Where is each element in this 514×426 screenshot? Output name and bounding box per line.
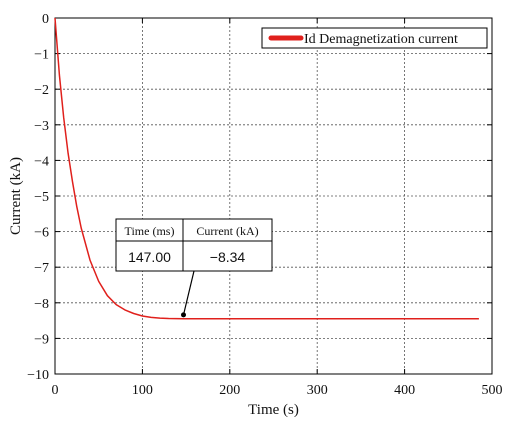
axis-ticks: 0 100 200 300 400 500 0 −1 −2 −3 −4 −5 −6 −7 −8 −9 −10 bbox=[27, 12, 502, 398]
legend-label: Id Demagnetization current bbox=[304, 32, 458, 47]
datatip-header-time: Time (ms) bbox=[125, 224, 175, 238]
y-tick-label: −2 bbox=[34, 83, 49, 98]
x-axis-title: Time (s) bbox=[248, 402, 299, 418]
legend: Id Demagnetization current bbox=[261, 27, 488, 49]
datatip-header-current: Current (kA) bbox=[196, 224, 258, 238]
x-tick-label: 0 bbox=[52, 383, 59, 398]
y-tick-label: −6 bbox=[34, 226, 49, 241]
datatip-marker bbox=[181, 312, 186, 318]
y-tick-label: −7 bbox=[34, 261, 49, 276]
y-tick-label: −1 bbox=[34, 48, 49, 63]
datatip-value-current: −8.34 bbox=[210, 249, 246, 265]
x-tick-label: 500 bbox=[482, 383, 503, 398]
datatip-pointer bbox=[182, 270, 195, 316]
series-layer bbox=[54, 17, 479, 320]
datatip-box bbox=[115, 218, 273, 272]
grid bbox=[55, 18, 492, 374]
y-tick-label: −3 bbox=[34, 119, 49, 134]
x-tick-label: 400 bbox=[394, 383, 415, 398]
datatip: Time (ms) Current (kA) 147.00 −8.34 bbox=[115, 218, 273, 318]
y-tick-label: −4 bbox=[34, 154, 49, 169]
series-line bbox=[54, 17, 479, 320]
legend-box bbox=[261, 27, 488, 49]
datatip-value-time: 147.00 bbox=[128, 249, 171, 265]
y-tick-label: −5 bbox=[34, 190, 49, 205]
y-tick-label: −8 bbox=[34, 297, 49, 312]
x-tick-label: 200 bbox=[219, 383, 240, 398]
y-tick-label: 0 bbox=[42, 12, 49, 27]
x-tick-label: 300 bbox=[307, 383, 328, 398]
y-tick-label: −9 bbox=[34, 332, 49, 347]
x-tick-label: 100 bbox=[132, 383, 153, 398]
y-axis-title: Current (kA) bbox=[8, 157, 24, 235]
y-tick-label: −10 bbox=[27, 368, 49, 383]
